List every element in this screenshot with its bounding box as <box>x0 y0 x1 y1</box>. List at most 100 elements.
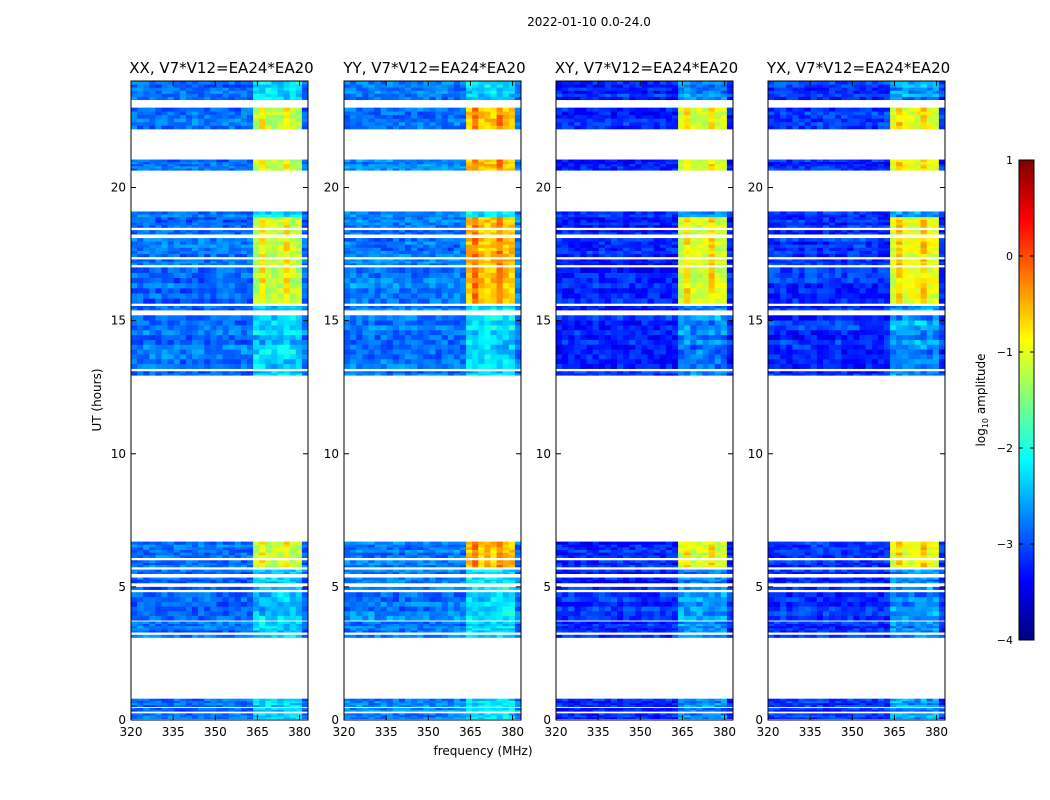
x-tick-label: 320 <box>545 725 568 739</box>
x-tick-label: 320 <box>333 725 356 739</box>
x-tick-label: 335 <box>375 725 398 739</box>
data-band-3 <box>344 634 522 638</box>
y-tick-label: 10 <box>111 447 126 461</box>
data-band-17 <box>131 230 309 235</box>
panel-xy: XY, V7*V12=EA24*EA20 320 335 350 365 380 0 5 10 1… <box>536 59 738 739</box>
data-band-4 <box>556 621 734 633</box>
panel-yy: YY, V7*V12=EA24*EA20 320 335 350 365 380 0 5 10 1… <box>324 59 526 739</box>
data-band-7 <box>131 577 309 584</box>
colorbar-tick-label: −4 <box>997 634 1013 647</box>
y-tick-label: 5 <box>118 580 126 594</box>
data-band-8 <box>344 569 522 574</box>
x-tick-label: 380 <box>288 725 311 739</box>
data-band-12 <box>556 315 734 369</box>
data-band-11 <box>131 371 309 376</box>
data-band-14 <box>768 267 946 304</box>
data-band-6 <box>344 586 522 590</box>
x-tick-label: 350 <box>841 725 864 739</box>
data-band-13 <box>131 305 309 311</box>
data-band-11 <box>556 371 734 376</box>
y-tick-label: 20 <box>324 181 339 195</box>
y-tick-label: 20 <box>111 181 126 195</box>
colorbar-tick-label: −3 <box>997 538 1013 551</box>
data-band-14 <box>131 267 309 304</box>
data-band-3 <box>556 634 734 638</box>
y-tick-label: 10 <box>748 447 763 461</box>
x-tick-label: 335 <box>587 725 610 739</box>
data-band-20 <box>556 107 734 130</box>
data-band-21 <box>344 81 522 101</box>
data-band-15 <box>768 259 946 266</box>
y-tick-label: 5 <box>755 580 763 594</box>
data-band-6 <box>131 586 309 590</box>
data-band-7 <box>768 577 946 584</box>
data-band-3 <box>131 634 309 638</box>
colorbar-tick-label: −1 <box>997 346 1013 359</box>
data-band-12 <box>344 315 522 369</box>
colorbar-tick-label: 1 <box>1006 154 1013 167</box>
panel-frame <box>130 80 309 721</box>
data-band-2 <box>768 698 946 708</box>
y-tick-label: 0 <box>118 713 126 727</box>
data-band-10 <box>344 541 522 558</box>
data-band-6 <box>556 586 734 590</box>
panel-yx: YX, V7*V12=EA24*EA20 320 335 350 365 380 0 5 10 1… <box>748 59 950 739</box>
y-tick-label: 15 <box>111 314 126 328</box>
x-tick-label: 380 <box>925 725 948 739</box>
data-band-17 <box>556 230 734 235</box>
data-band-19 <box>344 159 522 171</box>
data-band-4 <box>131 621 309 633</box>
data-band-20 <box>131 107 309 130</box>
data-band-5 <box>768 592 946 621</box>
data-band-16 <box>768 238 946 258</box>
colorbar-tick-label: −2 <box>997 442 1013 455</box>
data-band-7 <box>344 577 522 584</box>
data-band-19 <box>556 159 734 171</box>
y-tick-label: 5 <box>331 580 339 594</box>
data-band-15 <box>556 259 734 266</box>
data-band-21 <box>131 81 309 101</box>
data-band-4 <box>344 621 522 633</box>
data-band-1 <box>344 708 522 712</box>
data-band-18 <box>556 211 734 228</box>
y-axis-label: UT (hours) <box>90 368 104 431</box>
y-tick-label: 20 <box>748 181 763 195</box>
data-band-5 <box>344 592 522 621</box>
figure-title: 2022-01-10 0.0-24.0 <box>527 15 651 29</box>
panels: XX, V7*V12=EA24*EA20 320 335 350 365 380 0 5 10 1… <box>111 59 950 739</box>
data-band-0 <box>131 713 309 720</box>
data-band-0 <box>556 713 734 720</box>
x-tick-label: 335 <box>799 725 822 739</box>
data-band-21 <box>768 81 946 101</box>
data-band-11 <box>344 371 522 376</box>
data-band-14 <box>344 267 522 304</box>
panel-xx: XX, V7*V12=EA24*EA20 320 335 350 365 380 0 5 10 1… <box>111 59 314 739</box>
y-tick-label: 5 <box>543 580 551 594</box>
data-band-20 <box>344 107 522 130</box>
x-tick-label: 350 <box>629 725 652 739</box>
data-band-18 <box>768 211 946 228</box>
data-band-0 <box>768 713 946 720</box>
data-band-6 <box>768 586 946 590</box>
data-band-15 <box>131 259 309 266</box>
panel-title: YX, V7*V12=EA24*EA20 <box>766 59 950 77</box>
data-band-0 <box>344 713 522 720</box>
y-tick-label: 0 <box>755 713 763 727</box>
y-tick-label: 10 <box>536 447 551 461</box>
data-band-17 <box>344 230 522 235</box>
data-band-20 <box>768 107 946 130</box>
y-tick-label: 0 <box>331 713 339 727</box>
data-band-15 <box>344 259 522 266</box>
data-band-8 <box>131 569 309 574</box>
x-tick-label: 365 <box>883 725 906 739</box>
y-tick-label: 0 <box>543 713 551 727</box>
data-band-18 <box>344 211 522 228</box>
data-band-9 <box>344 560 522 568</box>
data-band-19 <box>768 159 946 171</box>
colorbar-gradient <box>1018 159 1035 641</box>
x-tick-label: 365 <box>246 725 269 739</box>
data-band-2 <box>131 698 309 708</box>
data-band-9 <box>768 560 946 568</box>
panel-frame <box>343 80 522 721</box>
